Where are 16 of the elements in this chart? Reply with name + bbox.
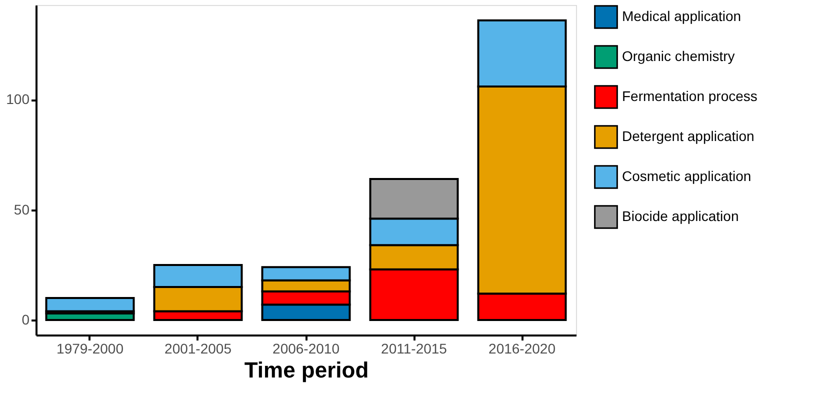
bar	[45, 296, 135, 312]
legend-label: Biocide application	[622, 208, 739, 224]
x-tick-label: 2001-2005	[164, 340, 232, 356]
x-tick-label: 2011-2015	[381, 340, 448, 356]
legend-label: Cosmetic application	[622, 168, 752, 184]
legend-label: Detergent application	[622, 128, 754, 144]
y-tick-label: 50	[14, 201, 30, 218]
legend-label: Organic chemistry	[622, 48, 735, 64]
legend-label: Fermentation process	[622, 88, 758, 104]
legend-label: Medical application	[622, 8, 742, 24]
y-tick-label: 100	[6, 91, 30, 108]
x-axis-title: Time period	[244, 358, 369, 382]
x-tick-label: 1979-2000	[56, 340, 124, 356]
y-tick-label: 0	[22, 312, 30, 328]
x-tick-label: 2006-2010	[272, 340, 340, 356]
x-tick-label: 2016-2020	[488, 340, 556, 356]
